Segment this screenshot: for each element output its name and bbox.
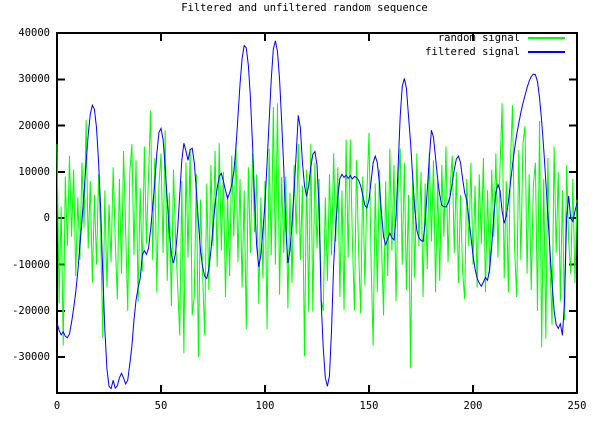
y-tick-label: 0 [43, 212, 50, 225]
x-tick-label: 0 [53, 400, 61, 412]
legend-item-filtered-signal: filtered signal [425, 45, 565, 59]
legend-line-sample-filtered-signal [528, 51, 565, 53]
legend-label-filtered-signal: filtered signal [425, 46, 520, 58]
y-tick-label: 40000 [18, 27, 50, 39]
y-tick-label: -20000 [12, 304, 50, 317]
filtered-signal-line [56, 40, 578, 390]
random-signal-line [56, 103, 578, 369]
legend-line-sample-random-signal [528, 37, 565, 39]
y-tick-label: -10000 [12, 258, 50, 271]
legend-item-random-signal: random signal [425, 31, 565, 45]
y-tick-label: 30000 [18, 73, 50, 86]
x-tick-label: 100 [255, 400, 275, 412]
legend: random signal filtered signal [425, 31, 565, 59]
y-tick-label: -30000 [12, 351, 50, 364]
chart-title: Filtered and unfiltered random sequence [181, 2, 428, 14]
x-tick-label: 50 [154, 400, 168, 412]
x-tick-label: 250 [567, 400, 587, 412]
x-tick-label: 200 [463, 400, 483, 412]
legend-label-random-signal: random signal [437, 32, 520, 44]
y-tick-label: 10000 [18, 165, 50, 178]
x-tick-label: 150 [359, 400, 379, 412]
y-tick-label: 20000 [18, 119, 50, 132]
